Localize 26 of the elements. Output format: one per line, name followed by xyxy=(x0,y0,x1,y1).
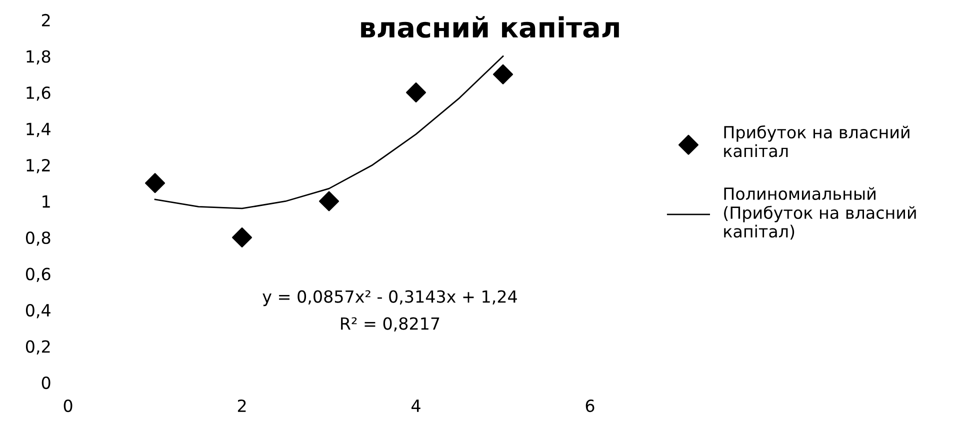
point xyxy=(145,173,166,194)
y-tick-label: 1,2 xyxy=(26,158,50,174)
y-tick-label: 0,8 xyxy=(26,231,50,246)
point xyxy=(493,64,514,84)
y-tick-label: 1,6 xyxy=(26,86,50,101)
line-series xyxy=(154,56,504,210)
annotation: R² = 0,8217 xyxy=(341,317,440,332)
y-tick-label: 2 xyxy=(42,14,50,26)
point xyxy=(406,82,426,102)
legend-label: Прибуток на власний капітал xyxy=(724,125,910,158)
y-tick-label: 1,4 xyxy=(26,122,50,137)
y-tick-label: 1,8 xyxy=(26,50,50,64)
x-tick-label: 6 xyxy=(586,399,594,412)
x-tick-label: 0 xyxy=(64,399,72,412)
y-tick-label: 0,4 xyxy=(26,304,50,318)
x-tick-label: 4 xyxy=(412,400,420,412)
annotation: y = 0,0857x² - 0,3143x + 1,24 xyxy=(262,290,517,306)
y-tick-label: 0,6 xyxy=(26,268,50,282)
point xyxy=(232,227,252,248)
y-tick-label: 0 xyxy=(42,376,50,390)
legend-label: Полиномиальный (Прибуток на власний капітал) xyxy=(724,187,916,240)
chart-title: власний капітал xyxy=(361,16,619,38)
x-tick-label: 2 xyxy=(238,399,246,412)
y-tick-label: 1 xyxy=(42,195,50,208)
y-tick-label: 0,2 xyxy=(26,340,50,355)
point xyxy=(319,191,340,212)
